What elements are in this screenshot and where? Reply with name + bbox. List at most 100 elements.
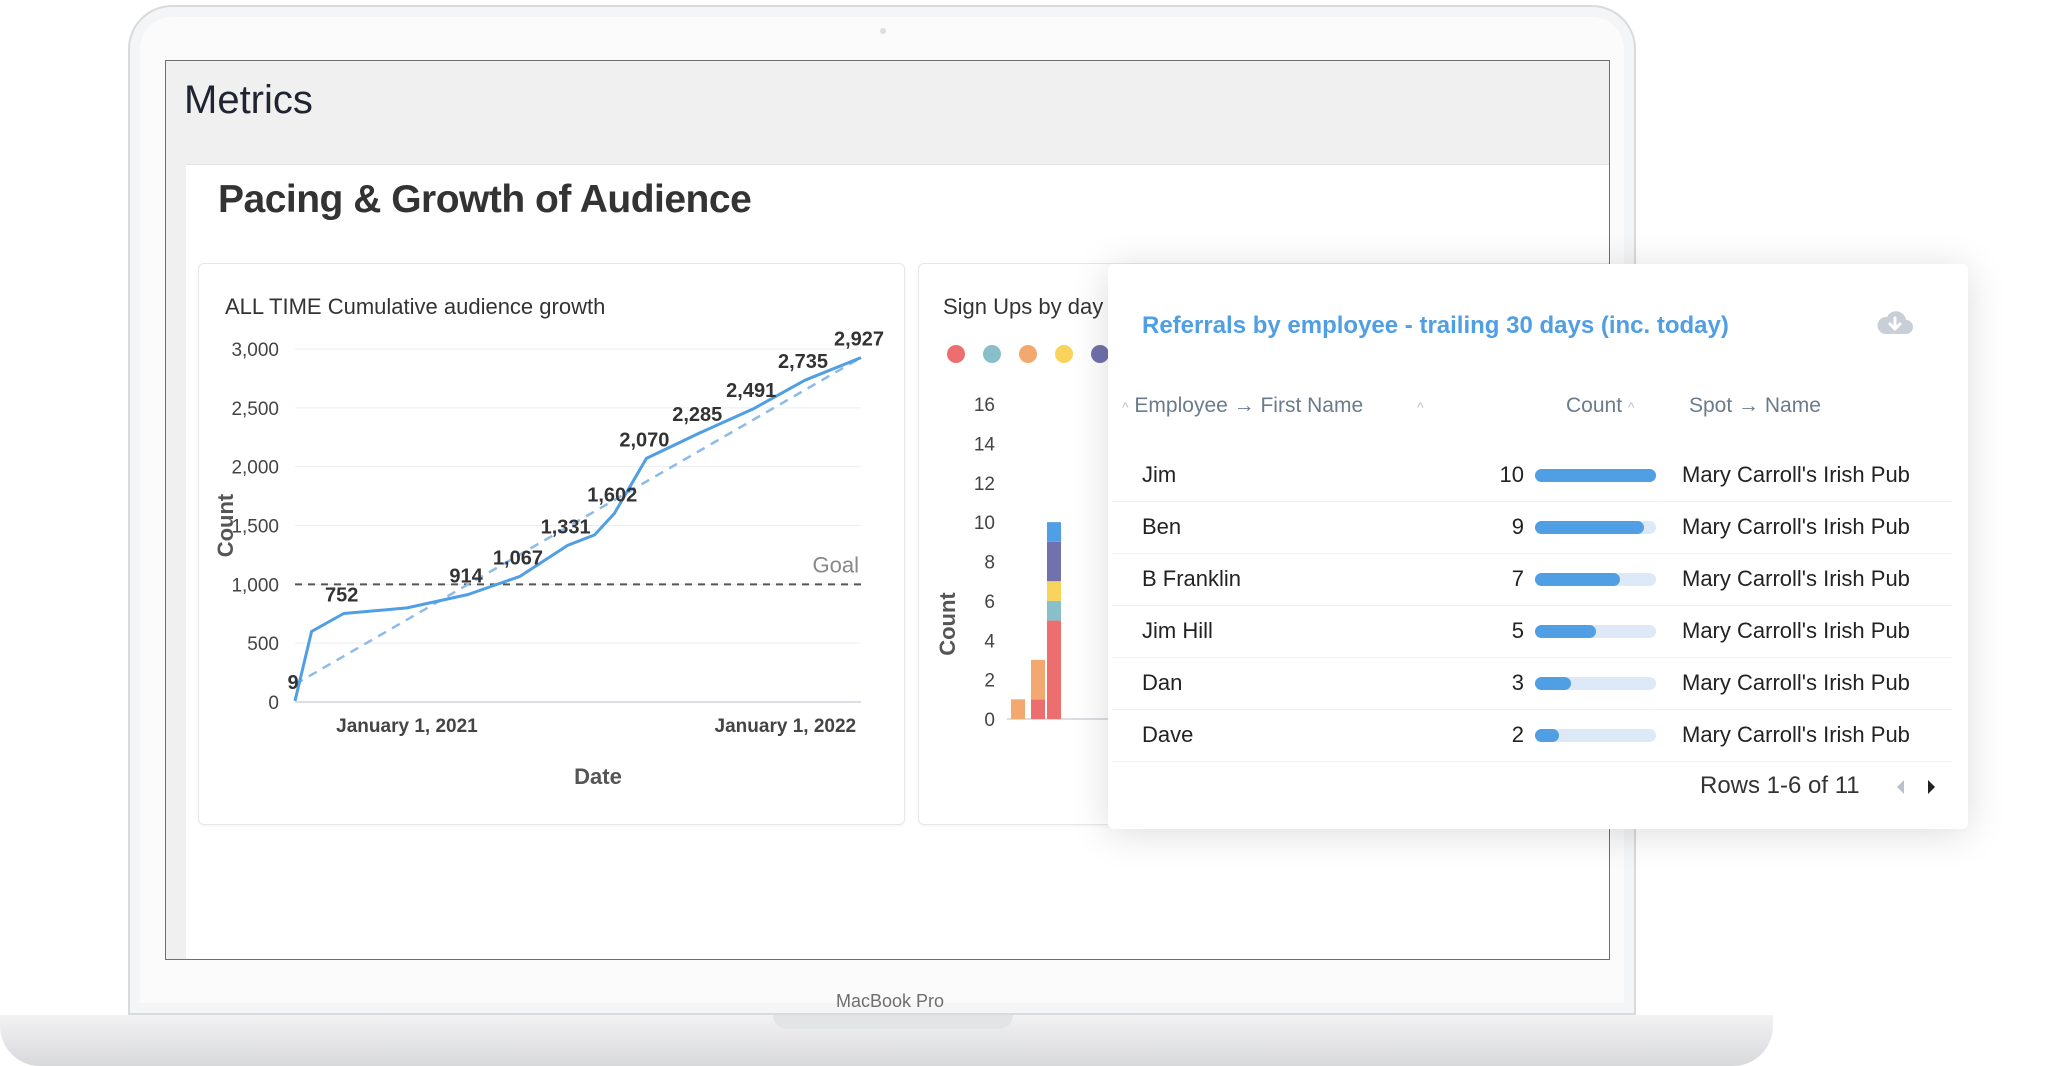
y-tick-label: 10 [974, 513, 995, 534]
spot-name-cell: Mary Carroll's Irish Pub [1682, 566, 1910, 591]
count-bar-fill [1535, 469, 1656, 482]
trend-line [294, 356, 862, 686]
first-name-cell: Jim Hill [1142, 618, 1213, 643]
y-tick-label: 3,000 [231, 340, 279, 361]
pagination-text: Rows 1-6 of 11 [1700, 772, 1860, 799]
legend-dot [1091, 345, 1109, 363]
download-cloud-icon[interactable] [1876, 308, 1914, 338]
count-bar-track [1535, 625, 1656, 638]
y-tick-label: 12 [974, 474, 995, 495]
data-label: 752 [325, 585, 358, 607]
first-name-cell: Dave [1142, 722, 1194, 747]
col-header-spot[interactable]: Spot → Name [1689, 394, 1821, 418]
laptop-notch [773, 1015, 1013, 1029]
first-name-cell: Ben [1142, 514, 1182, 539]
count-cell: 3 [1511, 670, 1524, 695]
legend-dot [1019, 345, 1037, 363]
data-label: 2,070 [619, 429, 669, 451]
row-divider [1112, 605, 1952, 606]
y-tick-label: 1,500 [231, 517, 279, 538]
bar-segment [1047, 581, 1061, 601]
count-bar-fill [1535, 521, 1644, 534]
data-label: 1,067 [493, 547, 543, 569]
referrals-panel: Referrals by employee - trailing 30 days… [1108, 264, 1968, 829]
table-row[interactable]: B Franklin 7 Mary Carroll's Irish Pub [1108, 554, 1968, 606]
col-header-label: Spot → Name [1689, 394, 1821, 417]
bar-segment [1031, 659, 1045, 700]
y-axis-label: Count [213, 493, 238, 557]
bar-segment [1047, 541, 1061, 582]
y-tick-label: 500 [247, 634, 279, 655]
count-bar-track [1535, 677, 1656, 690]
col-header-label: Employee → First Name [1134, 394, 1364, 417]
data-label: 9 [287, 672, 298, 694]
bar-segment [1031, 699, 1045, 719]
count-bar-fill [1535, 729, 1560, 742]
y-tick-label: 1,000 [231, 575, 279, 596]
count-bar-fill [1535, 625, 1596, 638]
app-header: Metrics [166, 61, 1609, 165]
spot-name-cell: Mary Carroll's Irish Pub [1682, 670, 1910, 695]
count-cell: 9 [1511, 514, 1524, 539]
row-divider [1112, 501, 1952, 502]
cumulative-growth-card[interactable]: ALL TIME Cumulative audience growth 0 500… [198, 263, 905, 825]
col-header-count[interactable]: Count ^ [1566, 394, 1634, 418]
data-label: 2,927 [834, 329, 884, 351]
app-title: Metrics [184, 78, 313, 122]
data-label: 2,285 [672, 404, 722, 426]
first-name-cell: B Franklin [1142, 566, 1242, 591]
goal-label: Goal [813, 552, 859, 577]
row-divider [1112, 657, 1952, 658]
camera-dot [880, 28, 886, 34]
spot-name-cell: Mary Carroll's Irish Pub [1682, 462, 1910, 487]
first-name-cell: Jim [1142, 462, 1177, 487]
data-label: 914 [449, 565, 483, 587]
y-tick-label: 4 [984, 631, 995, 652]
y-tick-label: 2,000 [231, 458, 279, 479]
legend-dot [1055, 345, 1073, 363]
prev-page-icon[interactable] [1894, 776, 1908, 798]
bar-segment [1047, 522, 1061, 542]
col-header-first-name[interactable]: ^ Employee → First Name ^ [1122, 394, 1424, 418]
table-row[interactable]: Jim Hill 5 Mary Carroll's Irish Pub [1108, 606, 1968, 658]
y-tick-label: 16 [974, 395, 995, 416]
row-divider [1112, 553, 1952, 554]
count-bar-track [1535, 469, 1656, 482]
referrals-title[interactable]: Referrals by employee - trailing 30 days… [1142, 312, 1729, 339]
y-tick-label: 0 [984, 710, 995, 731]
x-axis-label: Date [574, 764, 622, 789]
next-page-icon[interactable] [1924, 776, 1938, 798]
count-cell: 10 [1499, 462, 1524, 487]
bar-segment [1047, 620, 1061, 719]
left-gutter [166, 164, 186, 959]
count-bar-track [1535, 521, 1656, 534]
spot-name-cell: Mary Carroll's Irish Pub [1682, 618, 1910, 643]
series-line [293, 356, 862, 702]
y-tick-label: 2,500 [231, 399, 279, 420]
x-tick-label: January 1, 2021 [336, 716, 478, 737]
row-divider [1112, 709, 1952, 710]
device-label: MacBook Pro [835, 991, 945, 1011]
y-tick-label: 2 [984, 671, 995, 692]
y-axis-label: Count [935, 592, 960, 656]
count-cell: 2 [1511, 722, 1524, 747]
x-tick-label: January 1, 2022 [715, 716, 857, 737]
table-row[interactable]: Ben 9 Mary Carroll's Irish Pub [1108, 502, 1968, 554]
card-title: ALL TIME Cumulative audience growth [225, 294, 606, 319]
bar-segment [1011, 699, 1025, 719]
y-tick-label: 14 [974, 434, 996, 455]
count-bar-track [1535, 729, 1656, 742]
sort-caret-icon: ^ [1627, 399, 1635, 415]
spot-name-cell: Mary Carroll's Irish Pub [1682, 514, 1910, 539]
spot-name-cell: Mary Carroll's Irish Pub [1682, 722, 1910, 747]
legend-dot [983, 345, 1001, 363]
y-tick-label: 0 [268, 693, 279, 714]
count-bar-track [1535, 573, 1656, 586]
table-row[interactable]: Jim 10 Mary Carroll's Irish Pub [1108, 450, 1968, 502]
table-row[interactable]: Dave 2 Mary Carroll's Irish Pub [1108, 710, 1968, 762]
legend-dot [947, 345, 965, 363]
data-label: 2,491 [726, 380, 776, 402]
count-bar-fill [1535, 573, 1620, 586]
count-cell: 5 [1511, 618, 1524, 643]
table-row[interactable]: Dan 3 Mary Carroll's Irish Pub [1108, 658, 1968, 710]
